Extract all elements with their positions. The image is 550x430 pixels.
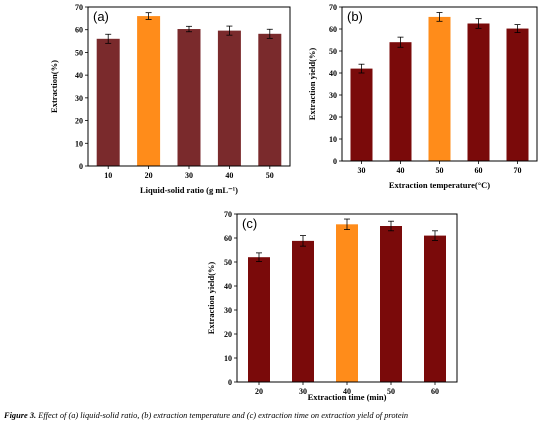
panel-a-bar-10 bbox=[96, 38, 120, 166]
panel-a-xtick-label-20: 20 bbox=[145, 171, 153, 180]
panel-a-ytick-label-30: 30 bbox=[75, 94, 83, 103]
panel-c-error-bar-40 bbox=[344, 218, 350, 231]
panel-a-xtick-label-30: 30 bbox=[185, 171, 193, 180]
panel-b-bar-30 bbox=[350, 68, 373, 161]
panel-a-bar-30 bbox=[177, 29, 201, 167]
panel-a-plot-frame bbox=[87, 6, 291, 167]
panel-b-error-bar-30 bbox=[358, 63, 365, 74]
panel-b-x-axis-label: Extraction temperature(°C) bbox=[389, 180, 490, 190]
panel-a-error-bar-50 bbox=[266, 28, 273, 39]
panel-c-x-axis-label: Extraction time (min) bbox=[308, 392, 387, 402]
panel-c-chart: 20 30 40 50 60 0 10 20 30 40 50 60 70 (c) Extraction t… bbox=[206, 210, 458, 402]
panel-c-bar-60 bbox=[424, 235, 446, 382]
panel-b-panel-label: (b) bbox=[347, 9, 363, 24]
panel-c-bar-20 bbox=[248, 257, 270, 382]
panel-a-ytick-label-10: 10 bbox=[75, 139, 83, 148]
panel-c-ytick-label-30: 30 bbox=[224, 306, 232, 315]
panel-a-ytick-label-50: 50 bbox=[75, 48, 83, 57]
panel-c-ytick-label-70: 70 bbox=[224, 210, 232, 219]
panel-c-xtick-label-60: 60 bbox=[431, 387, 439, 396]
panel-b-plot-frame bbox=[341, 6, 538, 162]
panel-c-ytick-label-20: 20 bbox=[224, 330, 232, 339]
panel-b-ytick-label-30: 30 bbox=[329, 91, 337, 100]
panel-c-error-bar-30 bbox=[300, 235, 306, 247]
panel-a-xtick-label-40: 40 bbox=[225, 171, 233, 180]
panel-a-xtick-label-50: 50 bbox=[266, 171, 274, 180]
panel-c-xtick-label-20: 20 bbox=[255, 387, 263, 396]
panel-b-error-bar-40 bbox=[397, 36, 404, 48]
panel-a-panel-label: (a) bbox=[93, 9, 109, 24]
panel-a-ytick-label-0: 0 bbox=[79, 162, 83, 171]
panel-a-ytick-label-70: 70 bbox=[75, 3, 83, 12]
panel-c-ytick-label-40: 40 bbox=[224, 282, 232, 291]
panel-c-bar-30 bbox=[292, 240, 314, 382]
panel-c-ytick-label-60: 60 bbox=[224, 234, 232, 243]
panel-c-xtick-label-40: 40 bbox=[343, 387, 351, 396]
panel-c-ytick-label-50: 50 bbox=[224, 258, 232, 267]
panel-b-xtick-label-50: 50 bbox=[436, 166, 444, 175]
panel-b-ytick-label-40: 40 bbox=[329, 69, 337, 78]
panel-b-error-bar-60 bbox=[475, 18, 482, 29]
panel-b-ytick-label-10: 10 bbox=[329, 135, 337, 144]
panel-c-panel-label: (c) bbox=[242, 216, 257, 231]
panel-b-chart: 30 40 50 60 70 0 10 20 30 40 50 60 70 (b) Extraction t… bbox=[307, 3, 538, 190]
panel-b-bar-50 bbox=[428, 16, 451, 162]
panel-a-y-axis-label: Extraction(%) bbox=[49, 60, 59, 113]
panel-b-ytick-label-0: 0 bbox=[333, 157, 337, 166]
panel-b-xtick-label-30: 30 bbox=[358, 166, 366, 175]
panel-b-ytick-label-70: 70 bbox=[329, 3, 337, 12]
panel-c-error-bar-50 bbox=[388, 220, 394, 232]
panel-b-bar-70 bbox=[506, 28, 529, 162]
panel-c-error-bar-20 bbox=[256, 252, 262, 262]
panel-a-error-bar-30 bbox=[186, 25, 192, 33]
panel-c-bar-40 bbox=[336, 224, 358, 382]
figure-caption: Figure 3. Effect of (a) liquid-solid rat… bbox=[4, 411, 546, 420]
panel-c-ytick-label-10: 10 bbox=[224, 354, 232, 363]
panel-a-ytick-label-40: 40 bbox=[75, 71, 83, 80]
panel-b-bar-60 bbox=[467, 23, 490, 161]
panel-b-xtick-label-60: 60 bbox=[475, 166, 483, 175]
panel-c-ytick-label-0: 0 bbox=[228, 378, 232, 387]
panel-a-error-bar-10 bbox=[105, 33, 112, 44]
panel-b-ytick-label-60: 60 bbox=[329, 25, 337, 34]
panel-a-bar-50 bbox=[258, 33, 282, 166]
panel-a-error-bar-40 bbox=[226, 25, 233, 36]
panel-a-chart: 10 20 30 40 50 0 10 20 30 40 50 60 70 (a) Liquid-solid… bbox=[49, 3, 291, 195]
panel-c-plot-frame bbox=[236, 213, 458, 383]
panel-b-error-bar-50 bbox=[436, 12, 443, 22]
panel-c-bar-50 bbox=[380, 226, 402, 382]
panel-b-error-bar-70 bbox=[514, 24, 521, 33]
panel-a-ytick-label-20: 20 bbox=[75, 117, 83, 126]
panel-a-xtick-label-10: 10 bbox=[104, 171, 112, 180]
panel-a-error-bar-20 bbox=[145, 12, 152, 20]
panel-a-bar-20 bbox=[137, 16, 161, 167]
panel-a-x-axis-label: Liquid-solid ratio (g mL⁻¹) bbox=[140, 185, 238, 195]
panel-b-xtick-label-40: 40 bbox=[397, 166, 405, 175]
panel-a-bar-40 bbox=[217, 30, 241, 166]
panel-c-y-axis-label: Extraction yield(%) bbox=[206, 262, 216, 335]
panel-b-bar-40 bbox=[389, 42, 412, 162]
panel-b-y-axis-label: Extraction yield(%) bbox=[307, 48, 317, 121]
panel-c-xtick-label-30: 30 bbox=[299, 387, 307, 396]
caption-label: Figure 3. bbox=[4, 411, 37, 420]
panel-b-xtick-label-70: 70 bbox=[514, 166, 522, 175]
panel-a-ytick-label-60: 60 bbox=[75, 26, 83, 35]
panel-b-ytick-label-50: 50 bbox=[329, 47, 337, 56]
caption-text: Effect of (a) liquid-solid ratio, (b) ex… bbox=[36, 411, 409, 420]
panel-b-ytick-label-20: 20 bbox=[329, 113, 337, 122]
panel-c-xtick-label-50: 50 bbox=[387, 387, 395, 396]
panel-c-error-bar-60 bbox=[432, 230, 438, 241]
